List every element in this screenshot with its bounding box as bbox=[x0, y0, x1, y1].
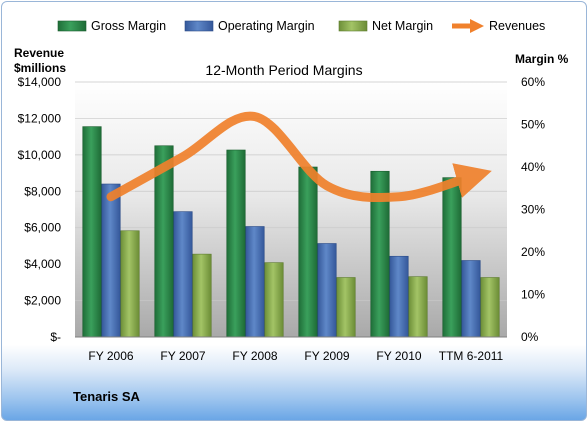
bar-net-margin bbox=[408, 276, 428, 338]
bar-operating-margin bbox=[173, 211, 193, 338]
right-axis-ticks: 0% 10% 20% 30% 40% 50% 60% bbox=[521, 75, 545, 344]
legend-label-revenues: Revenues bbox=[489, 19, 545, 33]
bar-net-margin bbox=[120, 230, 140, 338]
bar-net-margin bbox=[336, 277, 356, 338]
bar-net-margin bbox=[480, 277, 500, 338]
right-tick-label: 60% bbox=[521, 75, 545, 89]
legend-item-gross-margin: Gross Margin bbox=[57, 19, 166, 33]
right-tick-label: 50% bbox=[521, 118, 545, 132]
legend-label-net: Net Margin bbox=[372, 19, 433, 33]
left-tick-label: $12,000 bbox=[18, 111, 62, 125]
legend-swatch-operating bbox=[184, 20, 214, 32]
left-axis-title-line1: Revenue bbox=[14, 46, 64, 60]
legend-swatch-net bbox=[338, 20, 368, 32]
bar-gross-margin bbox=[82, 126, 102, 338]
legend-swatch-gross bbox=[57, 20, 87, 32]
bar-operating-margin bbox=[461, 260, 481, 338]
bar-net-margin bbox=[264, 262, 284, 338]
bar-operating-margin bbox=[389, 255, 409, 338]
left-tick-label: $10,000 bbox=[18, 148, 62, 162]
plot-area bbox=[75, 82, 507, 337]
bar-net-margin bbox=[192, 253, 212, 338]
legend-label-operating: Operating Margin bbox=[218, 19, 315, 33]
category-label: FY 2010 bbox=[376, 349, 421, 363]
bar-gross-margin bbox=[226, 149, 246, 338]
left-tick-label: $14,000 bbox=[18, 75, 62, 89]
right-tick-label: 30% bbox=[521, 203, 545, 217]
category-label: FY 2008 bbox=[232, 349, 277, 363]
bar-gross-margin bbox=[442, 177, 462, 338]
legend-arrow-head bbox=[470, 19, 484, 33]
legend-item-operating-margin: Operating Margin bbox=[184, 19, 315, 33]
revenue-line-group bbox=[106, 111, 492, 203]
right-tick-label: 20% bbox=[521, 245, 545, 259]
category-label: TTM 6-2011 bbox=[439, 349, 504, 363]
legend: Gross Margin Operating Margin Net Margin… bbox=[57, 19, 545, 33]
category-labels: FY 2006 FY 2007 FY 2008 FY 2009 FY 2010 TTM 6… bbox=[88, 349, 503, 363]
left-tick-label: $2,000 bbox=[24, 294, 61, 308]
left-axis-ticks: $- $2,000 $4,000 $6,000 $8,000 $10,000 $12,000… bbox=[18, 75, 62, 344]
category-label: FY 2007 bbox=[160, 349, 205, 363]
category-label: FY 2006 bbox=[88, 349, 133, 363]
category-label: FY 2009 bbox=[304, 349, 349, 363]
left-tick-label: $8,000 bbox=[24, 184, 61, 198]
revenue-line bbox=[106, 111, 492, 203]
chart-title: 12-Month Period Margins bbox=[205, 62, 362, 78]
legend-label-gross: Gross Margin bbox=[91, 19, 166, 33]
bar-operating-margin bbox=[245, 226, 265, 338]
company-name: Tenaris SA bbox=[73, 389, 141, 404]
left-tick-label: $4,000 bbox=[24, 257, 61, 271]
left-tick-label: $- bbox=[50, 330, 61, 344]
right-axis-title: Margin % bbox=[515, 52, 569, 66]
left-axis-title-line2: $millions bbox=[14, 61, 66, 75]
left-tick-label: $6,000 bbox=[24, 221, 61, 235]
bar-operating-margin bbox=[317, 243, 337, 338]
right-tick-label: 10% bbox=[521, 288, 545, 302]
right-tick-label: 0% bbox=[521, 330, 539, 344]
bar-gross-margin bbox=[298, 166, 318, 338]
legend-item-net-margin: Net Margin bbox=[338, 19, 433, 33]
bar-operating-margin bbox=[101, 183, 121, 338]
right-tick-label: 40% bbox=[521, 160, 545, 174]
legend-item-revenues: Revenues bbox=[452, 19, 545, 33]
